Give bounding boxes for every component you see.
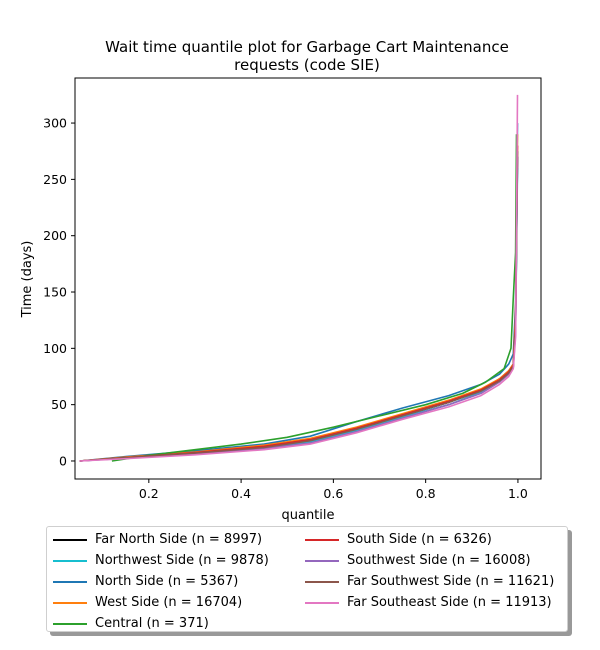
- series-line: [79, 156, 519, 462]
- chart-title-line2: requests (code SIE): [234, 56, 380, 74]
- legend-item: Far Southeast Side (n = 11913): [305, 592, 554, 613]
- series-line: [111, 134, 518, 462]
- legend-item: North Side (n = 5367): [53, 571, 269, 592]
- legend-item: Far North Side (n = 8997): [53, 529, 269, 550]
- y-tick-label: 200: [43, 228, 67, 243]
- legend-item: Far Southwest Side (n = 11621): [305, 571, 554, 592]
- legend-swatch: [53, 580, 87, 583]
- legend: Far North Side (n = 8997) Northwest Side …: [46, 526, 568, 632]
- legend-swatch: [305, 580, 339, 583]
- legend-item: Northwest Side (n = 9878): [53, 550, 269, 571]
- x-tick-label: 0.2: [139, 486, 159, 501]
- series-line: [79, 156, 519, 462]
- x-tick-label: 0.6: [323, 486, 343, 501]
- y-tick-label: 50: [51, 397, 67, 412]
- series-line: [79, 145, 519, 462]
- legend-item: South Side (n = 6326): [305, 529, 554, 550]
- x-axis-ticks: 0.2 0.4 0.6 0.8 1.0: [139, 479, 528, 501]
- y-tick-label: 0: [59, 453, 67, 468]
- x-tick-label: 0.4: [231, 486, 251, 501]
- legend-label: Far North Side (n = 8997): [95, 532, 263, 547]
- legend-label: North Side (n = 5367): [95, 574, 239, 589]
- y-axis-label: Time (days): [20, 241, 35, 319]
- plot-frame: [74, 77, 542, 480]
- legend-item: Southwest Side (n = 16008): [305, 550, 554, 571]
- y-tick-label: 300: [43, 116, 67, 131]
- legend-swatch: [305, 538, 339, 541]
- x-tick-label: 1.0: [508, 486, 528, 501]
- legend-label: Central (n = 371): [95, 616, 209, 631]
- legend-label: Far Southeast Side (n = 11913): [347, 595, 552, 610]
- legend-label: Far Southwest Side (n = 11621): [347, 574, 555, 589]
- legend-label: Southwest Side (n = 16008): [347, 553, 531, 568]
- series-line: [79, 168, 519, 462]
- legend-label: West Side (n = 16704): [95, 595, 243, 610]
- legend-column-left: Far North Side (n = 8997) Northwest Side …: [53, 529, 269, 634]
- legend-label: South Side (n = 6326): [347, 532, 492, 547]
- series-line: [79, 94, 519, 462]
- legend-swatch: [305, 559, 339, 562]
- series-lines: [79, 94, 519, 462]
- legend-swatch: [53, 538, 87, 541]
- y-tick-label: 100: [43, 341, 67, 356]
- legend-swatch: [53, 601, 87, 604]
- legend-label: Northwest Side (n = 9878): [95, 553, 269, 568]
- legend-swatch: [53, 559, 87, 562]
- legend-swatch: [305, 601, 339, 604]
- x-axis-label: quantile: [281, 508, 334, 523]
- x-tick-label: 0.8: [416, 486, 436, 501]
- legend-item: West Side (n = 16704): [53, 592, 269, 613]
- series-line: [79, 134, 519, 462]
- y-tick-label: 150: [43, 285, 67, 300]
- chart-title-line1: Wait time quantile plot for Garbage Cart…: [105, 38, 509, 56]
- series-line: [79, 123, 519, 462]
- series-line: [79, 151, 519, 462]
- legend-item: Central (n = 371): [53, 613, 269, 634]
- legend-column-right: South Side (n = 6326) Southwest Side (n =…: [305, 529, 554, 613]
- legend-swatch: [53, 622, 87, 625]
- y-tick-label: 250: [43, 172, 67, 187]
- y-axis-ticks: 0 50 100 150 200 250 300: [43, 116, 75, 468]
